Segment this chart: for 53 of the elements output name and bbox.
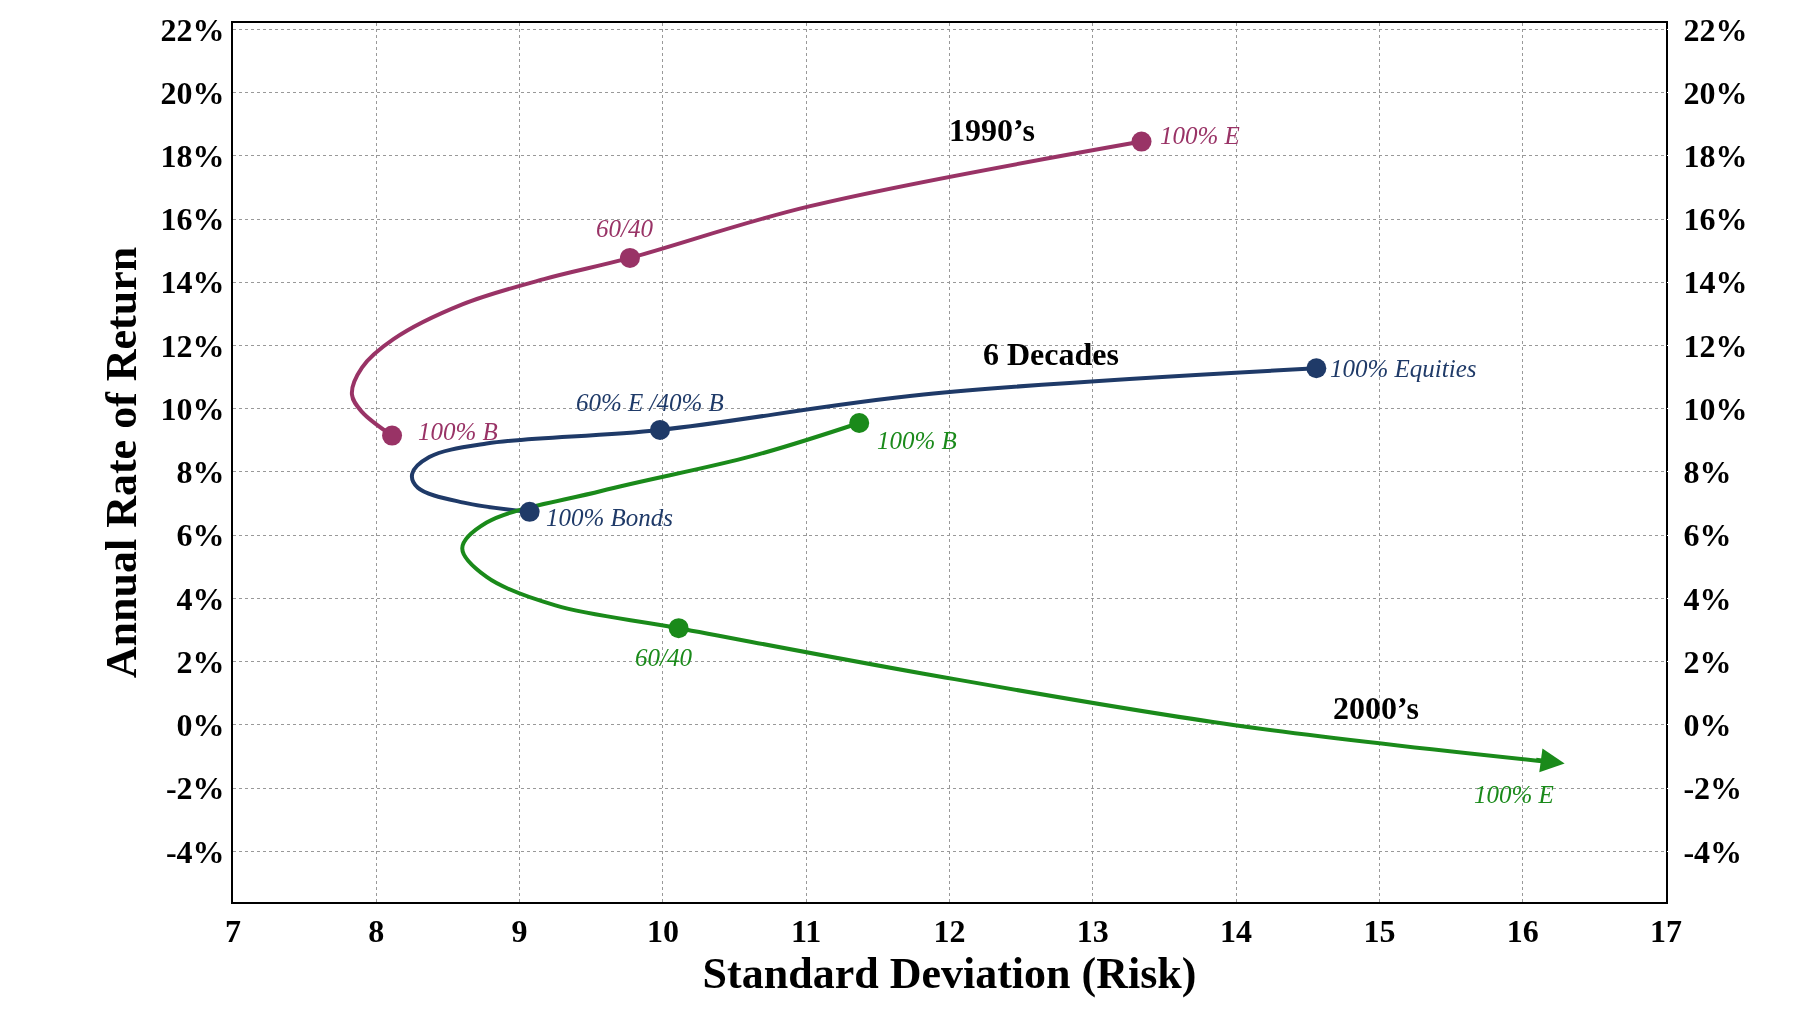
y-tick-label: 2% <box>176 643 225 680</box>
annotation: 100% B <box>418 418 498 445</box>
y2-tick-label: 22% <box>1683 11 1748 48</box>
y2-tick-label: 20% <box>1683 74 1748 111</box>
y2-tick-label: -4% <box>1683 833 1743 870</box>
x-tick-label: 15 <box>1363 913 1396 950</box>
y2-tick-label: 16% <box>1683 201 1748 238</box>
annotation: 100% Bonds <box>546 504 674 531</box>
y-tick-label: 20% <box>160 74 225 111</box>
x-tick-label: 9 <box>511 913 528 950</box>
x-tick-label: 8 <box>368 913 385 950</box>
y2-tick-label: -2% <box>1683 770 1743 807</box>
y-tick-label: 16% <box>160 201 225 238</box>
annotation: 100% E <box>1474 781 1554 808</box>
y2-tick-label: 8% <box>1683 454 1732 491</box>
annotation: 60/40 <box>596 215 654 242</box>
annotation: 60% E /40% B <box>576 389 724 416</box>
x-tick-label: 10 <box>646 913 679 950</box>
y2-tick-label: 2% <box>1683 643 1732 680</box>
y-tick-label: 22% <box>160 11 225 48</box>
x-tick-label: 11 <box>791 913 822 950</box>
y2-tick-label: 0% <box>1683 707 1732 744</box>
x-tick-label: 13 <box>1076 913 1109 950</box>
x-axis-title: Standard Deviation (Risk) <box>702 949 1197 999</box>
y-tick-label: -4% <box>165 833 225 870</box>
y-tick-label: 12% <box>160 327 225 364</box>
y2-tick-label: 18% <box>1683 138 1748 174</box>
y-tick-label: 0% <box>176 707 225 744</box>
y-tick-label: 18% <box>160 138 225 174</box>
y2-tick-label: 6% <box>1683 517 1732 554</box>
y2-tick-label: 14% <box>1683 264 1748 301</box>
y-axis-title: Annual Rate of Return <box>97 246 147 679</box>
annotation: 60/40 <box>635 644 693 671</box>
annotation: 100% E <box>1160 122 1240 149</box>
x-tick-label: 17 <box>1650 913 1682 950</box>
annotation: 100% B <box>877 427 957 454</box>
annotation: 100% Equities <box>1330 355 1477 382</box>
series-label: 6 Decades <box>983 336 1119 372</box>
x-tick-label: 12 <box>933 913 966 950</box>
x-tick-label: 7 <box>225 913 241 950</box>
y-tick-label: 8% <box>176 454 225 491</box>
x-tick-label: 16 <box>1506 913 1539 950</box>
y2-tick-label: 4% <box>1683 580 1732 617</box>
series-label: 1990’s <box>949 112 1035 148</box>
x-tick-label: 14 <box>1220 913 1253 950</box>
y-tick-label: 6% <box>176 517 225 554</box>
y2-tick-label: 10% <box>1683 390 1748 427</box>
y-tick-label: -2% <box>165 770 225 807</box>
y-tick-label: 10% <box>160 390 225 427</box>
y-tick-label: 4% <box>176 580 225 617</box>
y-tick-label: 14% <box>160 264 225 301</box>
series-label: 2000’s <box>1333 690 1419 726</box>
y2-tick-label: 12% <box>1683 327 1748 364</box>
